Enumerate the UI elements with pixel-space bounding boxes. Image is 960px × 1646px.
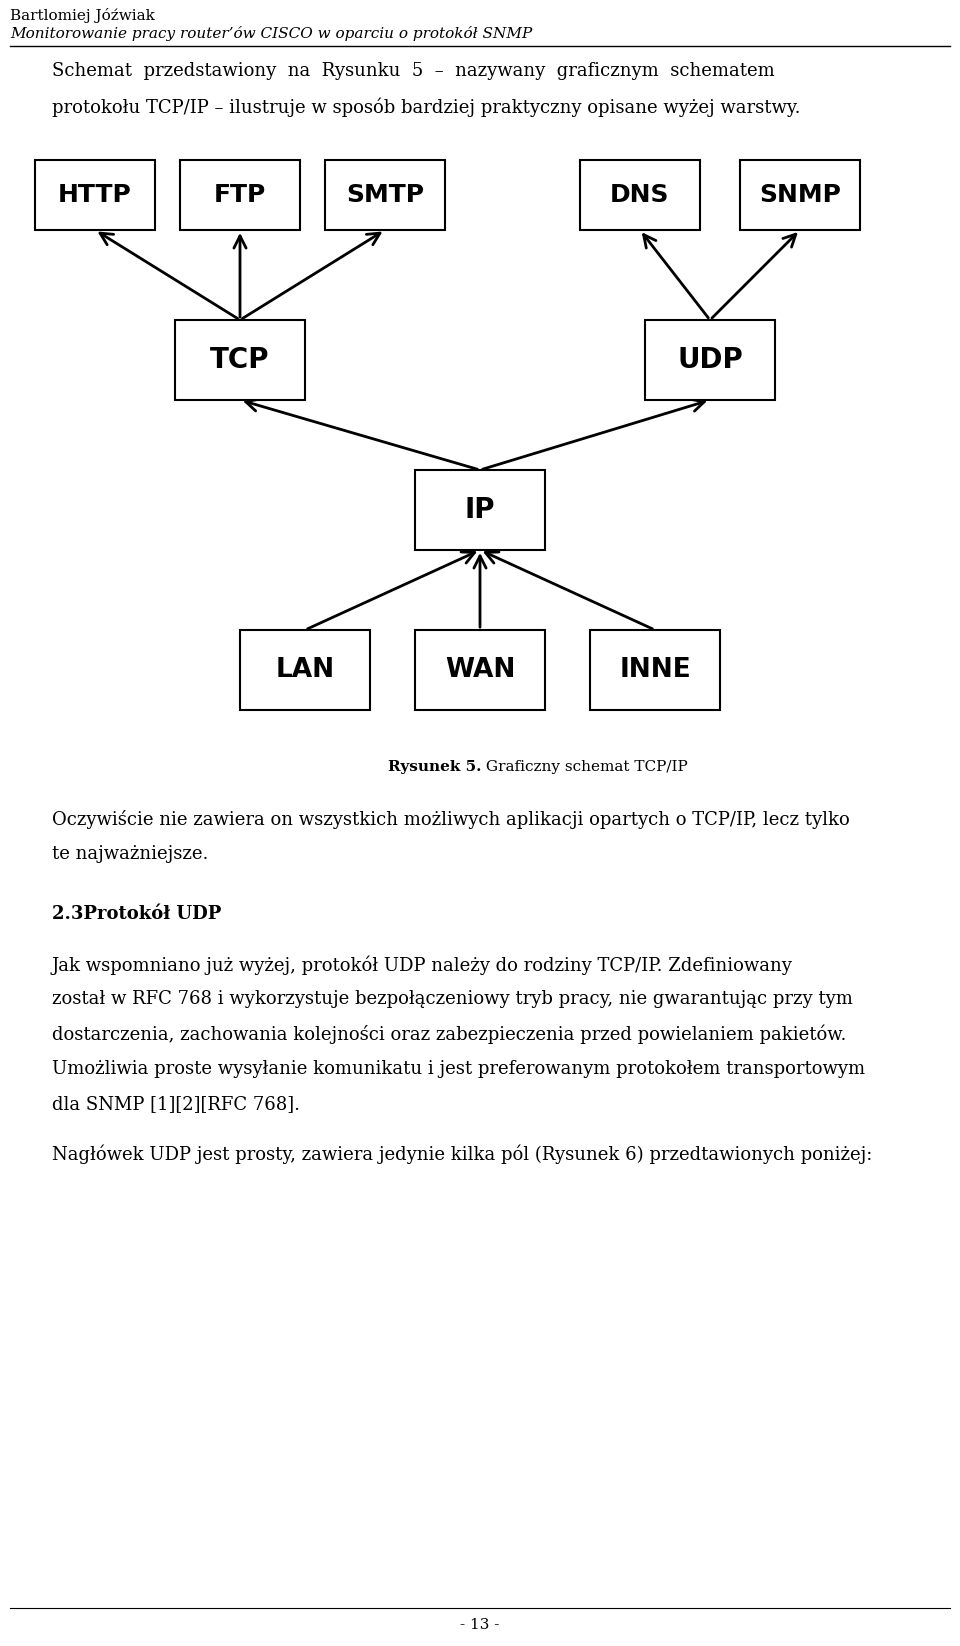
Text: SMTP: SMTP	[346, 183, 424, 207]
Text: Schemat  przedstawiony  na  Rysunku  5  –  nazywany  graficznym  schematem: Schemat przedstawiony na Rysunku 5 – naz…	[52, 63, 775, 81]
Text: Monitorowanie pracy router’ów CISCO w oparciu o protokół SNMP: Monitorowanie pracy router’ów CISCO w op…	[10, 26, 532, 41]
Bar	[35, 160, 155, 230]
Text: DNS: DNS	[611, 183, 670, 207]
Bar	[590, 630, 720, 709]
Bar	[240, 630, 370, 709]
Text: Bartlomiej Jóźwiak: Bartlomiej Jóźwiak	[10, 8, 155, 23]
Text: LAN: LAN	[276, 657, 335, 683]
Text: IP: IP	[465, 495, 495, 523]
Text: te najważniejsze.: te najważniejsze.	[52, 844, 208, 863]
Text: UDP: UDP	[677, 346, 743, 374]
Text: Rysunek 5.: Rysunek 5.	[388, 760, 481, 774]
Text: TCP: TCP	[210, 346, 270, 374]
Bar	[740, 160, 860, 230]
Bar	[645, 319, 775, 400]
Text: HTTP: HTTP	[59, 183, 132, 207]
Bar	[580, 160, 700, 230]
Text: dla SNMP [1][2][RFC 768].: dla SNMP [1][2][RFC 768].	[52, 1095, 300, 1113]
Text: dostarczenia, zachowania kolejności oraz zabezpieczenia przed powielaniem pakiet: dostarczenia, zachowania kolejności oraz…	[52, 1025, 847, 1045]
Text: Jak wspomniano już wyżej, protokół UDP należy do rodziny TCP/IP. Zdefiniowany: Jak wspomniano już wyżej, protokół UDP n…	[52, 955, 793, 974]
Text: FTP: FTP	[214, 183, 266, 207]
Bar	[415, 630, 545, 709]
Text: Umożliwia proste wysyłanie komunikatu i jest preferowanym protokołem transportow: Umożliwia proste wysyłanie komunikatu i …	[52, 1060, 865, 1078]
Text: Graficzny schemat TCP/IP: Graficzny schemat TCP/IP	[481, 760, 687, 774]
Bar	[415, 471, 545, 550]
Bar	[175, 319, 305, 400]
Text: Oczywiście nie zawiera on wszystkich możliwych aplikacji opartych o TCP/IP, lecz: Oczywiście nie zawiera on wszystkich moż…	[52, 810, 850, 830]
Text: został w RFC 768 i wykorzystuje bezpołączeniowy tryb pracy, nie gwarantując przy: został w RFC 768 i wykorzystuje bezpołąc…	[52, 989, 852, 1007]
Text: - 13 -: - 13 -	[460, 1618, 500, 1631]
Text: WAN: WAN	[444, 657, 516, 683]
Bar	[180, 160, 300, 230]
Text: Nagłówek UDP jest prosty, zawiera jedynie kilka pól (Rysunek 6) przedtawionych p: Nagłówek UDP jest prosty, zawiera jedyni…	[52, 1146, 873, 1164]
Text: 2.3Protokół UDP: 2.3Protokół UDP	[52, 905, 222, 923]
Bar	[325, 160, 445, 230]
Text: SNMP: SNMP	[759, 183, 841, 207]
Text: INNE: INNE	[619, 657, 691, 683]
Text: protokołu TCP/IP – ilustruje w sposób bardziej praktyczny opisane wyżej warstwy.: protokołu TCP/IP – ilustruje w sposób ba…	[52, 97, 801, 117]
